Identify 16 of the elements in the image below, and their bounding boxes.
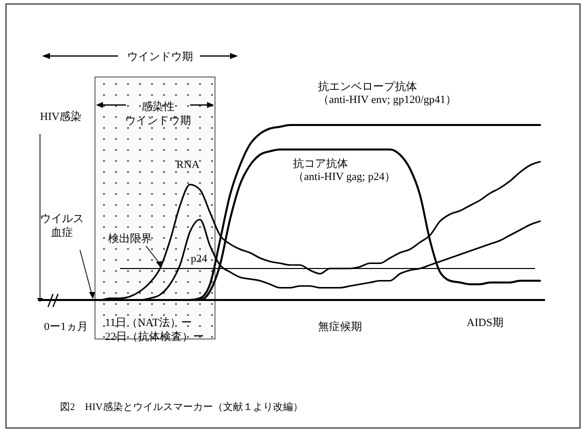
text: AIDS期 [466,317,504,329]
ref-line-label: 検出限界 [108,232,152,245]
text: 感染性 [142,100,174,113]
series-label: RNA [176,159,200,171]
text: 無症候期 [318,320,362,333]
annotation: 血症 [51,226,73,239]
text: 0ー1ヵ月 [44,321,88,333]
annotation: ウインドウ期 [125,115,191,127]
text: 図2 HIV感染とウイルスマーカー（文献１より改編） [60,401,303,413]
series-label: 抗コア抗体（anti-HIV gag; p24） [293,157,396,183]
text: 11日（NAT法）ー [105,316,192,329]
text: ウインドウ期 [127,51,193,63]
series-label: 抗エンベロープ抗体（anti-HIV env; gp120/gp41） [318,80,457,106]
text: HIV感染 [40,110,82,123]
annotation: ウイルス [40,213,84,225]
series-label: p24 [190,253,208,265]
